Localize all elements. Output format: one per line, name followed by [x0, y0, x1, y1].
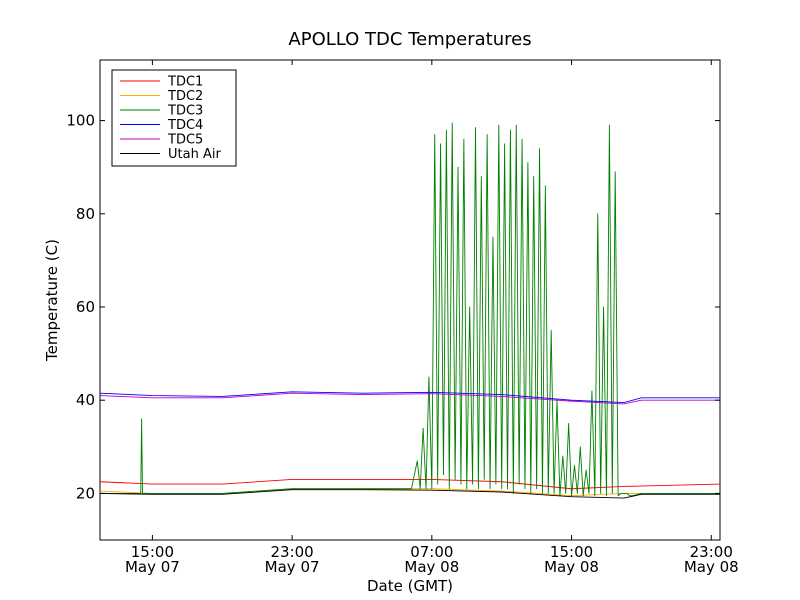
x-axis-label: Date (GMT) — [367, 577, 453, 595]
y-tick-label: 60 — [76, 298, 95, 316]
x-tick-label-time: 15:00 — [550, 543, 593, 561]
legend-label: TDC3 — [167, 104, 203, 119]
x-tick-label-date: May 08 — [404, 558, 459, 576]
series-line-tdc3 — [100, 122, 720, 497]
x-tick-label-time: 15:00 — [131, 543, 174, 561]
x-tick-label-date: May 07 — [265, 558, 320, 576]
series-line-utah-air — [99, 489, 720, 499]
series-layer — [99, 122, 721, 499]
y-tick-label: 100 — [66, 112, 95, 130]
x-tick-label-time: 23:00 — [270, 543, 313, 561]
legend-label: TDC4 — [167, 118, 203, 133]
legend-box — [111, 69, 237, 167]
y-tick-label: 40 — [76, 391, 95, 409]
series-line-tdc1 — [99, 478, 721, 490]
legend-label: TDC2 — [167, 89, 203, 104]
y-axis: 20 40 60 80 100 — [66, 112, 720, 502]
series-line-tdc5 — [99, 392, 720, 405]
x-tick-label-date: May 08 — [544, 558, 599, 576]
x-tick-label-date: May 07 — [125, 558, 180, 576]
x-tick-label-time: 07:00 — [410, 543, 453, 561]
y-tick-label: 20 — [76, 484, 95, 502]
y-tick-label: 80 — [76, 205, 95, 223]
legend-label: TDC5 — [167, 133, 203, 148]
legend-label: TDC1 — [167, 75, 203, 90]
legend-label: Utah Air — [168, 147, 221, 162]
x-tick-label-date: May 08 — [684, 558, 739, 576]
chart-title: APOLLO TDC Temperatures — [288, 29, 531, 50]
x-tick-label-time: 23:00 — [690, 543, 733, 561]
series-line-tdc4 — [99, 391, 720, 403]
y-axis-label: Temperature (C) — [43, 239, 61, 362]
